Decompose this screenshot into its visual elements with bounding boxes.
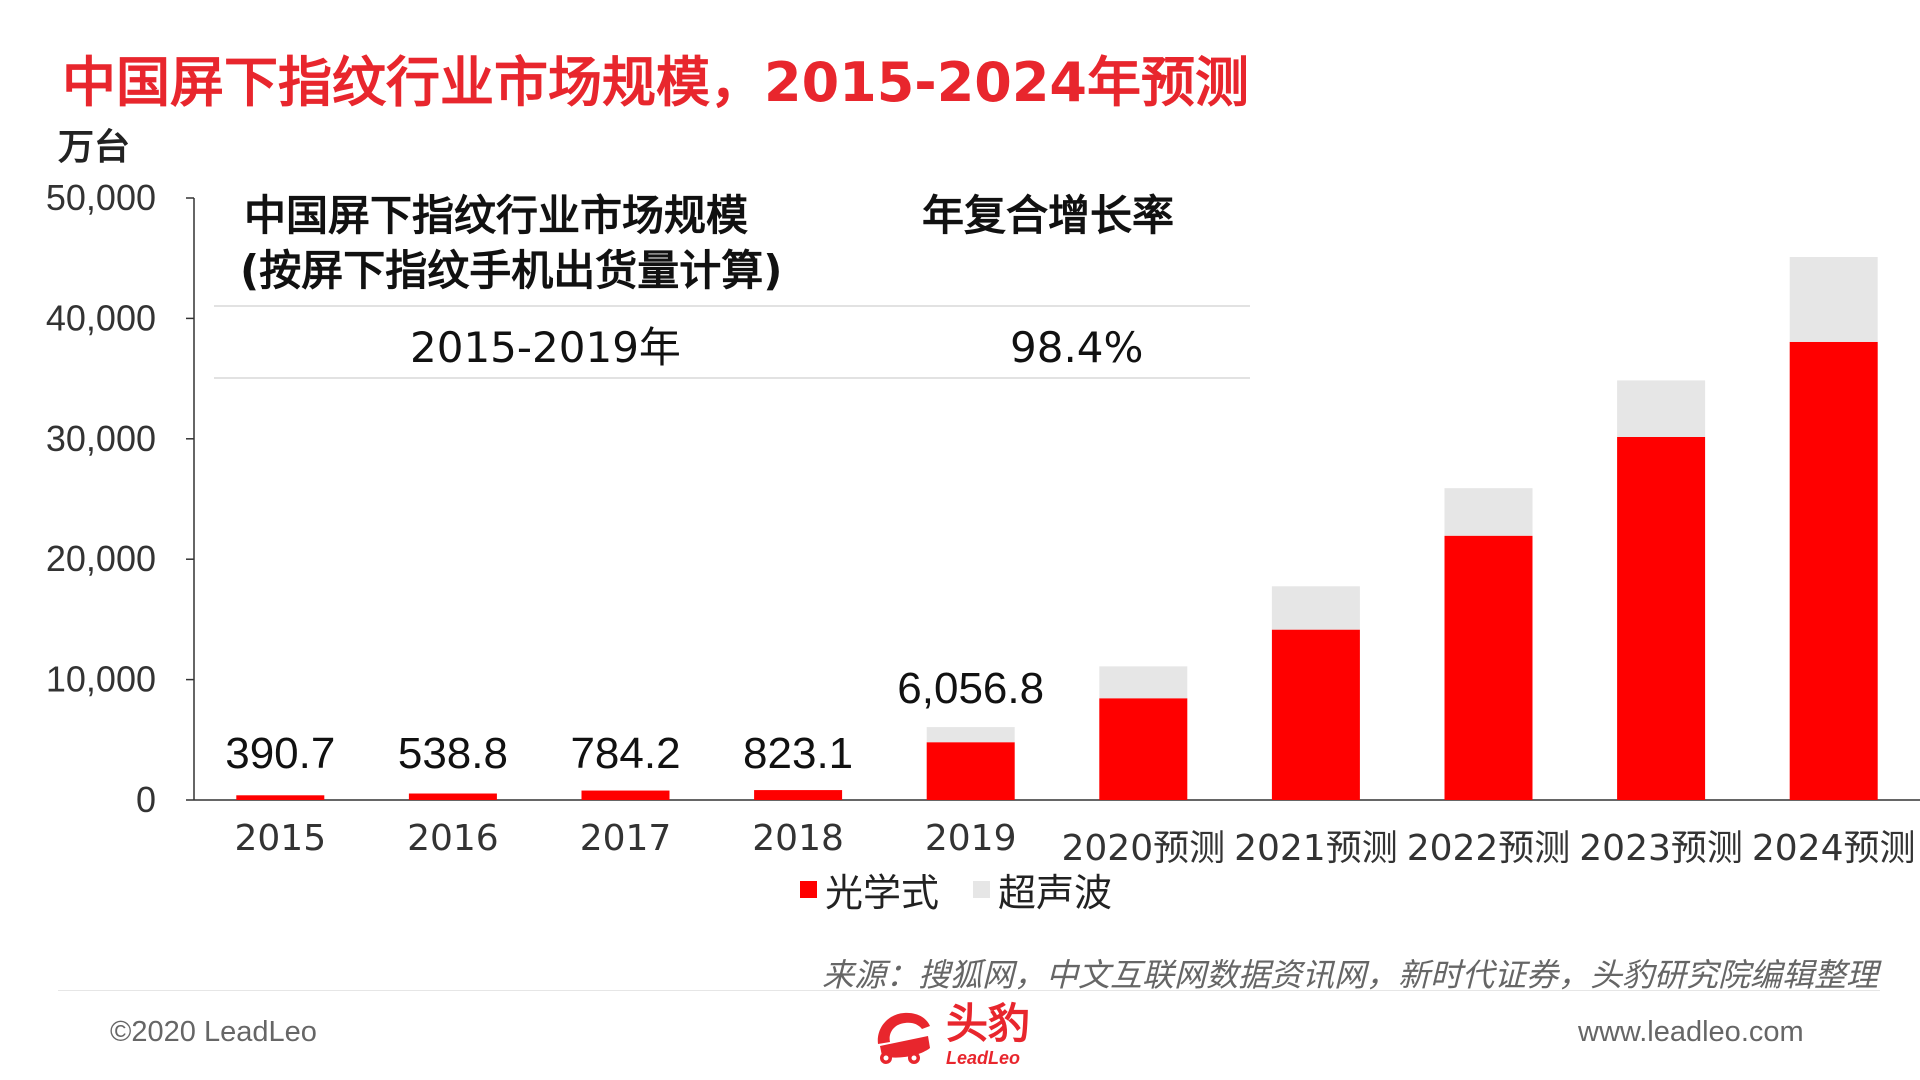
- bar-ultrasonic: [1617, 380, 1706, 437]
- footer-divider: [58, 990, 1880, 991]
- bar-optical: [926, 742, 1015, 800]
- bar-ultrasonic: [926, 727, 1015, 743]
- legend-item-ultrasonic: 超声波: [973, 862, 1112, 917]
- bar-optical: [1271, 629, 1360, 800]
- bar-optical: [1444, 535, 1533, 800]
- y-tick-label: 20,000: [46, 538, 156, 579]
- cagr-period: 2015-2019年: [410, 323, 681, 372]
- y-tick-label: 10,000: [46, 659, 156, 700]
- bar-optical: [1789, 341, 1878, 800]
- logo-text-cn: 头豹: [946, 999, 1031, 1048]
- bar-ultrasonic: [1099, 666, 1188, 699]
- cagr-header-market: 中国屏下指纹行业市场规模: [244, 191, 748, 240]
- bar-optical: [1099, 698, 1188, 800]
- leopard-logo-icon: [877, 1012, 930, 1064]
- data-label: 823.1: [743, 729, 853, 778]
- bar-optical: [236, 795, 325, 800]
- y-tick-label: 40,000: [46, 297, 156, 338]
- data-label: 6,056.8: [897, 664, 1044, 713]
- x-tick-label: 2023预测: [1579, 828, 1743, 869]
- x-tick-label: 2019: [925, 818, 1017, 859]
- cagr-rate: 98.4%: [1010, 323, 1143, 372]
- y-axis-unit: 万台: [58, 127, 131, 168]
- cagr-table: 中国屏下指纹行业市场规模 (按屏下指纹手机出货量计算) 年复合增长率 2015-…: [214, 191, 1250, 379]
- logo-text-en: LeadLeo: [946, 1048, 1021, 1068]
- website-url: www.leadleo.com: [1578, 1016, 1804, 1048]
- x-tick-label: 2017: [580, 818, 672, 859]
- y-tick-label: 0: [136, 779, 156, 820]
- leadleo-logo: 头豹 LeadLeo: [870, 1003, 1030, 1067]
- x-tick-label: 2015: [234, 818, 326, 859]
- bar-chart: 0 10,000 20,000 30,000 40,000 50,000 2015 390.…: [46, 177, 1920, 869]
- cagr-header-market-note: (按屏下指纹手机出货量计算): [240, 246, 782, 295]
- x-tick-label: 2022预测: [1407, 828, 1571, 869]
- cagr-header-rate: 年复合增长率: [922, 191, 1174, 240]
- data-label: 784.2: [570, 729, 680, 778]
- legend-label-ultrasonic: 超声波: [998, 871, 1113, 915]
- x-tick-label: 2020预测: [1061, 828, 1225, 869]
- legend-item-optical: 光学式: [800, 862, 939, 917]
- legend-swatch-ultrasonic: [973, 881, 991, 898]
- legend-label-optical: 光学式: [825, 871, 940, 915]
- data-label: 390.7: [225, 729, 335, 778]
- bar-ultrasonic: [1444, 488, 1533, 536]
- bar-optical: [408, 793, 497, 800]
- bar-optical: [581, 790, 670, 800]
- chart-legend: 光学式 超声波: [800, 862, 1112, 917]
- bar-optical: [754, 790, 843, 800]
- bar-ultrasonic: [1271, 586, 1360, 630]
- bar-optical: [1617, 436, 1706, 800]
- y-tick-label: 30,000: [46, 418, 156, 459]
- page-title: 中国屏下指纹行业市场规模，2015-2024年预测: [62, 51, 1249, 114]
- y-tick-label: 50,000: [46, 177, 156, 218]
- bar-ultrasonic: [1789, 256, 1878, 342]
- copyright-text: ©2020 LeadLeo: [110, 1016, 317, 1048]
- data-label: 538.8: [398, 729, 508, 778]
- x-tick-label: 2016: [407, 818, 499, 859]
- legend-swatch-optical: [800, 881, 817, 898]
- x-tick-label: 2021预测: [1234, 828, 1398, 869]
- x-tick-label: 2024预测: [1752, 828, 1916, 869]
- x-tick-label: 2018: [752, 818, 844, 859]
- source-note: 来源：搜狐网，中文互联网数据资讯网，新时代证券，头豹研究院编辑整理: [821, 956, 1878, 994]
